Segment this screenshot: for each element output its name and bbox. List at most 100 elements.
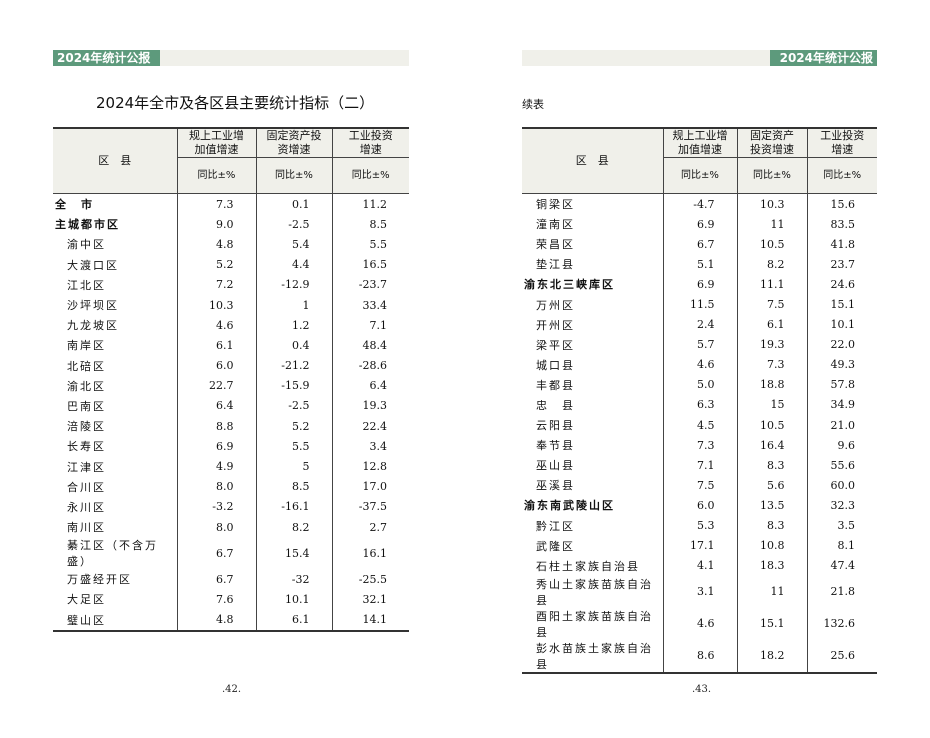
value-cell: 13.5 — [736, 495, 807, 516]
value-cell: 4.6 — [662, 607, 737, 640]
value-cell: 5.3 — [662, 515, 737, 536]
value-cell: 132.6 — [806, 607, 877, 640]
district-name: 奉节县 — [536, 439, 575, 453]
district-name: 开州区 — [536, 318, 575, 332]
table-row: 渝北区 22.7 -15.9 6.4 — [53, 375, 409, 396]
value-cell: 10.5 — [736, 234, 807, 255]
district-name: 万州区 — [536, 298, 575, 312]
district-name: 黔江区 — [536, 519, 575, 533]
value-cell: 32.1 — [331, 589, 409, 610]
table-row: 大足区 7.6 10.1 32.1 — [53, 589, 409, 610]
district-name: 铜梁区 — [536, 198, 575, 212]
value-cell: 17.0 — [331, 476, 409, 497]
district-name: 江津区 — [67, 460, 106, 474]
district-name: 南川区 — [67, 521, 106, 535]
table-row: 九龙坡区 4.6 1.2 7.1 — [53, 315, 409, 336]
value-cell: -2.5 — [255, 395, 332, 417]
value-cell: 7.5 — [662, 475, 737, 496]
value-cell: 7.2 — [176, 274, 256, 295]
value-cell: 12.8 — [331, 456, 409, 477]
value-cell: -3.2 — [176, 496, 256, 517]
district-name: 城口县 — [536, 358, 575, 372]
value-cell: 47.4 — [806, 555, 877, 576]
left-header-band: 2024年统计公报 — [53, 50, 409, 66]
value-cell: 15.6 — [806, 193, 877, 215]
table-row: 永川区 -3.2 -16.1 -37.5 — [53, 496, 409, 517]
district-name: 大足区 — [67, 593, 106, 607]
district-name: 云阳县 — [536, 419, 575, 433]
district-name: 主城都市区 — [55, 218, 120, 232]
table-row: 南川区 8.0 8.2 2.7 — [53, 517, 409, 538]
value-cell: -37.5 — [331, 496, 409, 517]
unit-label: 同比±% — [806, 157, 877, 194]
value-cell: 8.1 — [806, 535, 877, 556]
value-cell: -2.5 — [255, 214, 332, 235]
unit-label: 同比±% — [736, 157, 808, 194]
district-name: 巴南区 — [67, 399, 106, 413]
value-cell: 0.4 — [255, 335, 332, 356]
table-row: 主城都市区 9.0 -2.5 8.5 — [53, 214, 409, 235]
district-name: 忠 县 — [536, 398, 575, 412]
table-row: 巫溪县 7.5 5.6 60.0 — [522, 475, 877, 496]
value-cell: 4.6 — [662, 354, 737, 375]
value-cell: 18.8 — [736, 374, 807, 395]
table-row: 渝中区 4.8 5.4 5.5 — [53, 234, 409, 255]
value-cell: 7.1 — [662, 455, 737, 476]
table-row: 北碚区 6.0 -21.2 -28.6 — [53, 355, 409, 376]
district-name: 渝北区 — [67, 379, 106, 393]
value-cell: 1 — [255, 294, 332, 316]
value-cell: 7.3 — [662, 435, 737, 456]
value-cell: 5 — [255, 456, 332, 477]
district-name: 巫溪县 — [536, 479, 575, 493]
table-row: 全 市 7.3 0.1 11.2 — [53, 193, 409, 215]
value-cell: 10.1 — [806, 314, 877, 335]
value-cell: 4.8 — [176, 234, 256, 255]
district-name: 北碚区 — [67, 359, 106, 373]
value-cell: 6.9 — [176, 436, 256, 457]
header-badge: 2024年统计公报 — [53, 50, 160, 66]
value-cell: 16.5 — [331, 254, 409, 275]
value-cell: 49.3 — [806, 354, 877, 375]
industrial-value-header: 规上工业增加值增速 — [176, 127, 257, 158]
district-name: 九龙坡区 — [67, 319, 119, 333]
district-header: 区 县 — [53, 127, 178, 194]
value-cell: 60.0 — [806, 475, 877, 496]
table-row: 武隆区 17.1 10.8 8.1 — [522, 535, 877, 556]
district-name: 秀山土家族苗族自治县 — [536, 577, 653, 607]
value-cell: 7.3 — [176, 193, 256, 215]
value-cell: 11.2 — [331, 193, 409, 215]
table-row: 垫江县 5.1 8.2 23.7 — [522, 254, 877, 275]
value-cell: 4.8 — [176, 609, 256, 632]
value-cell: 55.6 — [806, 455, 877, 476]
value-cell: 6.9 — [662, 274, 737, 295]
district-header: 区 县 — [522, 127, 664, 194]
district-name: 潼南区 — [536, 218, 575, 232]
value-cell: 8.0 — [176, 517, 256, 538]
table-row: 酉阳土家族苗族自治县 4.6 15.1 132.6 — [522, 607, 877, 640]
value-cell: 8.0 — [176, 476, 256, 497]
value-cell: 5.1 — [662, 254, 737, 275]
value-cell: 14.1 — [331, 609, 409, 632]
district-name: 垫江县 — [536, 258, 575, 272]
table-row: 璧山区 4.8 6.1 14.1 — [53, 609, 409, 632]
table-title: 2024年全市及各区县主要统计指标（二） — [96, 94, 375, 112]
district-name: 永川区 — [67, 500, 106, 514]
table-row: 黔江区 5.3 8.3 3.5 — [522, 515, 877, 536]
value-cell: 4.5 — [662, 415, 737, 436]
value-cell: 5.4 — [255, 234, 332, 255]
value-cell: -12.9 — [255, 274, 332, 295]
value-cell: 5.7 — [662, 334, 737, 355]
value-cell: 19.3 — [736, 334, 807, 355]
value-cell: 4.6 — [176, 315, 256, 336]
district-name: 彭水苗族土家族自治县 — [522, 639, 663, 674]
industrial-invest-header: 工业投资增速 — [806, 127, 877, 158]
fixed-asset-header: 固定资产投资增速 — [736, 127, 808, 158]
value-cell: -15.9 — [255, 375, 332, 396]
value-cell: 5.2 — [255, 416, 332, 437]
value-cell: 2.4 — [662, 314, 737, 335]
value-cell: 34.9 — [806, 394, 877, 416]
table-row: 潼南区 6.9 11 83.5 — [522, 214, 877, 235]
value-cell: 15.1 — [806, 294, 877, 315]
table-row: 巴南区 6.4 -2.5 19.3 — [53, 395, 409, 417]
table-row: 彭水苗族土家族自治县 8.6 18.2 25.6 — [522, 639, 877, 674]
